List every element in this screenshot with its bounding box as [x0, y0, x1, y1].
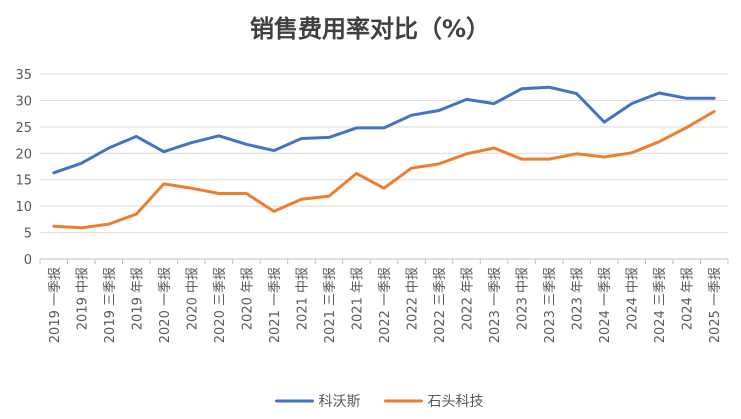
- x-tick-label: 2022 三季报: [433, 267, 448, 343]
- x-tick-label: 2022 年报: [461, 267, 476, 330]
- chart-title: 销售费用率对比（%）: [250, 15, 490, 43]
- grid: [40, 73, 728, 260]
- series-group: [52, 85, 716, 230]
- y-tick-label: 5: [24, 227, 32, 242]
- x-tick-label: 2024 三季报: [653, 267, 668, 343]
- x-tick-label: 2022 中报: [406, 267, 421, 330]
- x-tick-label: 2021 三季报: [323, 267, 338, 343]
- x-tick-label: 2022 一季报: [378, 267, 393, 343]
- series-line-2: [52, 110, 716, 230]
- y-tick-label: 0: [24, 253, 32, 268]
- x-tick-label: 2025 一季报: [708, 267, 723, 343]
- x-tick-label: 2021 年报: [350, 267, 365, 330]
- series-line-1: [52, 85, 716, 175]
- x-tick-label: 2021 一季报: [268, 267, 283, 343]
- x-tick-label: 2023 中报: [516, 267, 531, 330]
- y-tick-label: 15: [15, 174, 32, 189]
- legend-label-1: 科沃斯: [319, 394, 361, 410]
- legend-label-2: 石头科技: [428, 394, 484, 410]
- x-tick-label: 2024 中报: [626, 267, 641, 330]
- x-tick-label: 2019 三季报: [103, 267, 118, 343]
- x-tick-label: 2020 年报: [240, 267, 255, 330]
- x-tick-label: 2019 年报: [130, 267, 145, 330]
- x-axis: 2019 一季报 2019 中报 2019 三季报 2019 年报 2020 一季报 20…: [39, 259, 729, 343]
- x-tick-label: 2020 一季报: [158, 267, 173, 343]
- y-tick-label: 35: [15, 68, 32, 83]
- x-tick-label: 2023 一季报: [488, 267, 503, 343]
- y-tick-label: 20: [15, 147, 32, 162]
- x-tick-label: 2021 中报: [295, 267, 310, 330]
- x-tick-label: 2023 年报: [571, 267, 586, 330]
- x-tick-label: 2024 一季报: [598, 267, 613, 343]
- x-tick-label: 2019 一季报: [48, 267, 63, 343]
- legend: 科沃斯 石头科技: [275, 394, 484, 410]
- x-tick-label: 2023 三季报: [543, 267, 558, 343]
- y-tick-label: 10: [15, 200, 32, 215]
- x-tick-label: 2019 中报: [75, 267, 90, 330]
- y-axis: 0 5 10 15 20 25 30 35: [15, 68, 32, 268]
- x-tick-label: 2020 中报: [185, 267, 200, 330]
- y-tick-label: 25: [15, 121, 32, 136]
- x-tick-label: 2024 年报: [681, 267, 696, 330]
- x-tick-label: 2020 三季报: [213, 267, 228, 343]
- y-tick-label: 30: [15, 94, 32, 109]
